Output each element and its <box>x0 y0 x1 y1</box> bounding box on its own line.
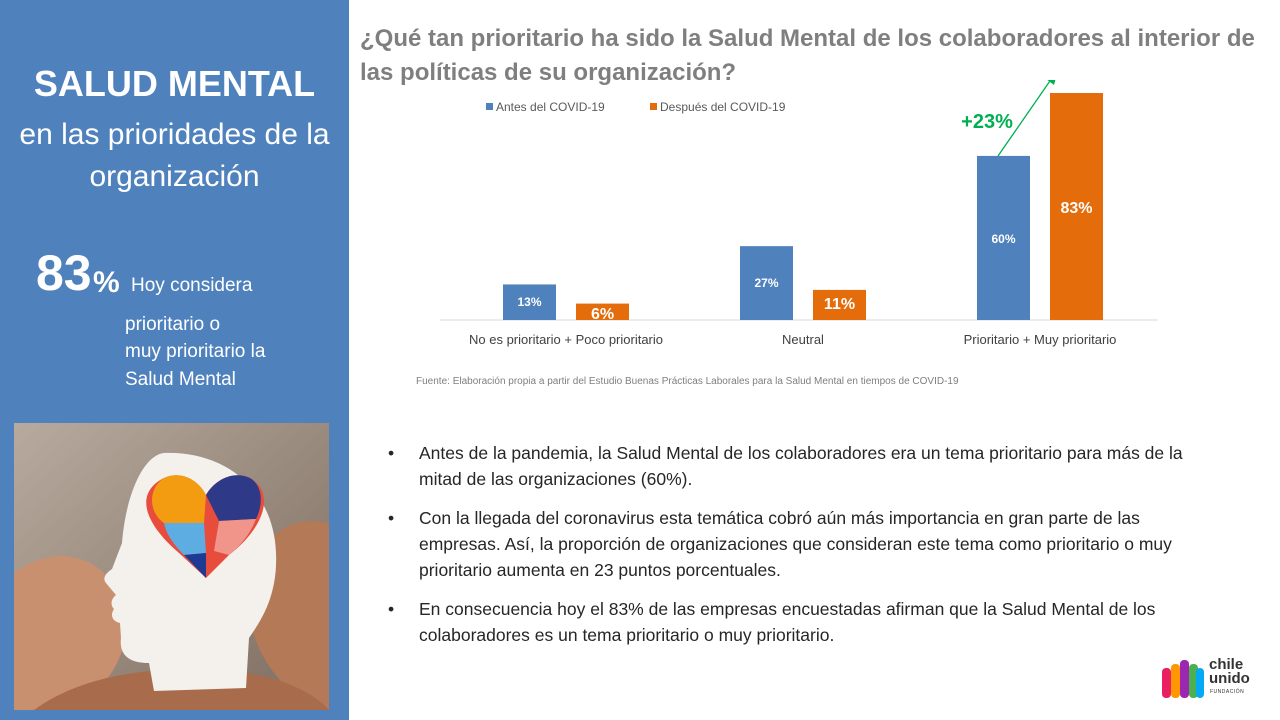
bullet-marker: • <box>388 443 395 463</box>
logo-line: chile <box>1209 656 1244 673</box>
bar <box>576 303 629 320</box>
bar-chart: Antes del COVID-19 Después del COVID-19 13… <box>440 80 1158 347</box>
growth-annotation: +23% <box>961 111 1013 133</box>
stat-text-line: prioritario o <box>125 314 221 335</box>
source-note: Fuente: Elaboración propia a partir del … <box>416 376 959 387</box>
data-label: 6% <box>591 306 614 323</box>
bullet-text: Antes de la pandemia, la Salud Mental de… <box>419 443 1183 489</box>
category-label: Prioritario + Muy prioritario <box>964 332 1117 347</box>
data-label: 83% <box>1060 200 1092 217</box>
chile-unido-logo: chile unido FUNDACIÓN <box>1160 656 1250 702</box>
bar <box>1050 93 1103 320</box>
panel-subtitle: en las prioridades de la organización <box>0 114 349 198</box>
bullet-marker: • <box>388 599 395 619</box>
data-label: 11% <box>824 296 855 313</box>
legend-label: Después del COVID-19 <box>660 100 786 114</box>
bar <box>977 155 1030 320</box>
left-panel: SALUD MENTAL en las prioridades de la or… <box>0 0 349 720</box>
legend-swatch <box>650 103 657 110</box>
stat-text-line: Hoy considera <box>131 275 253 296</box>
bullet-item: • Antes de la pandemia, la Salud Mental … <box>388 440 1188 492</box>
logo-text: chile unido <box>1209 656 1250 687</box>
legend-label: Antes del COVID-19 <box>496 100 605 114</box>
bullet-item: • Con la llegada del coronavirus esta te… <box>388 505 1188 583</box>
data-label: 60% <box>991 232 1015 246</box>
bullet-text: En consecuencia hoy el 83% de las empres… <box>419 599 1156 645</box>
panel-subtitle-line: organización <box>89 160 260 193</box>
category-label: No es prioritario + Poco prioritario <box>469 332 663 347</box>
logo-subtext: FUNDACIÓN <box>1210 689 1245 695</box>
growth-arrow-line <box>997 80 1052 157</box>
bullet-list: • Antes de la pandemia, la Salud Mental … <box>388 440 1188 661</box>
stat-value: 83 <box>36 245 92 301</box>
chart-question: ¿Qué tan prioritario ha sido la Salud Me… <box>360 25 1255 86</box>
growth-arrow-head <box>1047 80 1056 85</box>
category-label: Neutral <box>782 332 824 347</box>
data-label: 27% <box>754 276 778 290</box>
legend-swatch <box>486 103 493 110</box>
bullet-text: Con la llegada del coronavirus esta temá… <box>419 508 1172 580</box>
bar <box>740 246 793 320</box>
stat-text-line: Salud Mental <box>125 369 236 390</box>
panel-subtitle-line: en las prioridades de la <box>19 118 330 151</box>
logo-line: unido <box>1209 670 1250 687</box>
bar <box>813 289 866 320</box>
stat-unit: % <box>93 266 120 299</box>
data-label: 13% <box>517 295 541 309</box>
hands-head-puzzle-illustration <box>14 423 329 710</box>
panel-title: SALUD MENTAL <box>33 63 316 104</box>
stat-text-line: muy prioritario la <box>125 341 266 362</box>
bar <box>503 284 556 320</box>
bullet-marker: • <box>388 508 395 528</box>
bullet-item: • En consecuencia hoy el 83% de las empr… <box>388 596 1188 648</box>
